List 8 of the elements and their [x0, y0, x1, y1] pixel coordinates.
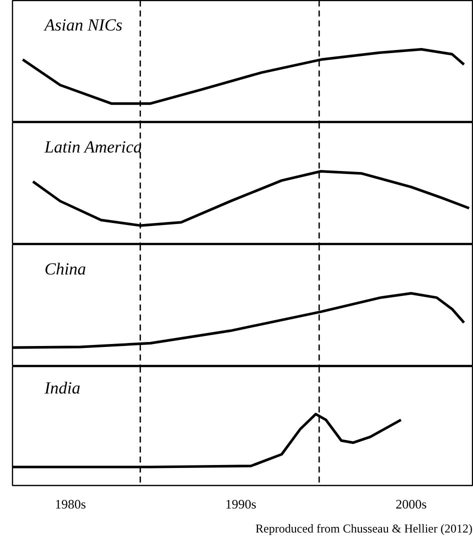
chart-title: Latin America [44, 138, 142, 156]
x-tick-label: 1980s [54, 496, 86, 512]
text: Reproduced from Chusseau & Hellier (2012) [256, 522, 473, 536]
chart-title: India [44, 378, 80, 398]
chart-title: Asian NICs [44, 16, 123, 34]
x-tick-label: 2000s [396, 496, 427, 512]
x-tick-label: 1990s [225, 496, 256, 512]
chart-title: China [44, 260, 86, 278]
